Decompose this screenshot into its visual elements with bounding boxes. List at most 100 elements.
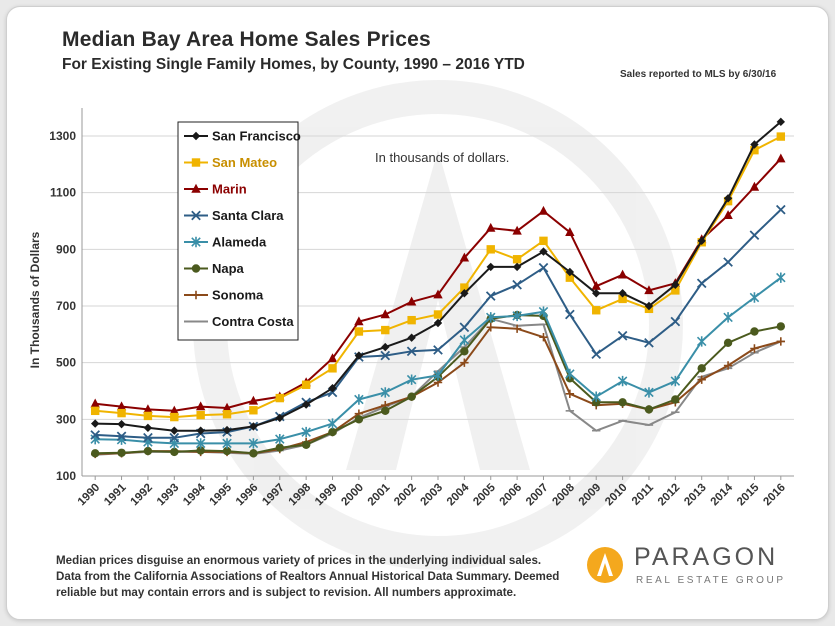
data-point: [116, 401, 127, 411]
y-tick-label: 100: [56, 469, 76, 483]
data-point: [618, 294, 627, 304]
legend-label: San Mateo: [212, 155, 277, 170]
data-point: [249, 449, 258, 458]
chart-card: [6, 6, 829, 620]
data-point: [565, 309, 575, 320]
paragon-logo-icon: [587, 547, 623, 583]
legend-item: Santa Clara: [184, 208, 284, 223]
data-point: [617, 330, 628, 341]
data-point: [618, 398, 627, 407]
data-point: [459, 322, 470, 333]
data-point: [671, 395, 680, 404]
data-point: [381, 406, 390, 416]
data-point: [222, 425, 232, 435]
data-point: [776, 322, 786, 331]
data-point: [617, 269, 628, 279]
data-point: [170, 426, 179, 435]
data-point: [90, 398, 100, 408]
data-point: [776, 153, 786, 163]
x-tick-label: 2015: [735, 481, 762, 508]
data-point: [143, 404, 153, 414]
data-point: [328, 427, 337, 437]
legend-label: Sonoma: [212, 288, 264, 303]
data-point: [538, 262, 549, 273]
legend-item: Marin: [184, 182, 247, 197]
data-point: [618, 289, 627, 298]
x-tick-label: 1993: [155, 482, 182, 509]
data-point: [433, 289, 443, 299]
data-point: [328, 364, 337, 373]
data-point: [486, 262, 495, 272]
data-point: [750, 344, 759, 353]
data-point: [354, 394, 364, 405]
y-tick-label: 900: [56, 242, 76, 256]
data-point: [538, 205, 549, 215]
data-point: [617, 375, 628, 387]
footer-line: Data from the California Associations of…: [56, 570, 560, 583]
data-point: [222, 410, 232, 419]
legend-label: San Francisco: [212, 129, 301, 144]
data-point: [459, 252, 470, 262]
data-point: [460, 283, 469, 292]
x-tick-label: 1992: [128, 482, 155, 509]
data-point: [644, 405, 654, 414]
data-point: [749, 230, 760, 241]
data-point: [565, 368, 575, 380]
y-tick-label: 500: [56, 356, 76, 370]
data-point: [460, 358, 469, 367]
data-point: [117, 408, 126, 418]
data-point: [354, 316, 364, 326]
x-tick-label: 2001: [366, 481, 393, 508]
data-point: [191, 131, 201, 141]
data-point: [275, 393, 284, 403]
legend-item: Alameda: [184, 235, 267, 250]
x-tick-label: 2014: [709, 481, 736, 508]
data-point: [196, 426, 205, 435]
data-point: [565, 227, 575, 237]
data-point: [750, 327, 759, 336]
data-point: [485, 291, 496, 301]
data-point: [776, 337, 786, 346]
data-point: [723, 361, 733, 370]
data-point: [222, 438, 232, 449]
axes: [81, 108, 794, 480]
data-point: [671, 286, 680, 295]
data-point: [486, 323, 495, 332]
x-tick-label: 2000: [339, 482, 366, 509]
data-point: [117, 419, 126, 429]
data-point: [512, 225, 522, 235]
source-note: Sales reported to MLS by 6/30/16: [620, 69, 777, 80]
data-point: [191, 158, 201, 167]
y-tick-label: 1300: [49, 129, 76, 143]
legend-label: Contra Costa: [212, 314, 294, 329]
data-point: [275, 443, 284, 452]
data-point: [565, 273, 575, 282]
data-point: [143, 432, 153, 443]
data-point: [196, 410, 205, 420]
data-point: [775, 204, 786, 215]
data-point: [195, 438, 206, 449]
data-point: [328, 383, 337, 393]
data-point: [776, 117, 786, 127]
data-point: [301, 400, 311, 409]
data-point: [249, 406, 258, 415]
x-tick-label: 2002: [392, 482, 419, 509]
data-point: [644, 337, 654, 348]
data-point: [697, 364, 706, 373]
data-point: [381, 325, 390, 335]
data-point: [512, 324, 522, 333]
data-point: [90, 419, 100, 428]
legend: San Francisco San Mateo Marin Santa Clara Al…: [177, 121, 301, 341]
data-point: [512, 279, 522, 290]
data-point: [433, 318, 443, 328]
data-point: [592, 398, 601, 407]
data-point: [170, 412, 179, 422]
series-san-mateo: [90, 132, 786, 422]
data-point: [222, 446, 232, 456]
data-point: [512, 262, 522, 272]
legend-label: Santa Clara: [212, 208, 284, 223]
data-point: [301, 380, 311, 389]
data-point: [381, 342, 390, 352]
data-point: [143, 411, 153, 421]
data-point: [327, 353, 338, 363]
